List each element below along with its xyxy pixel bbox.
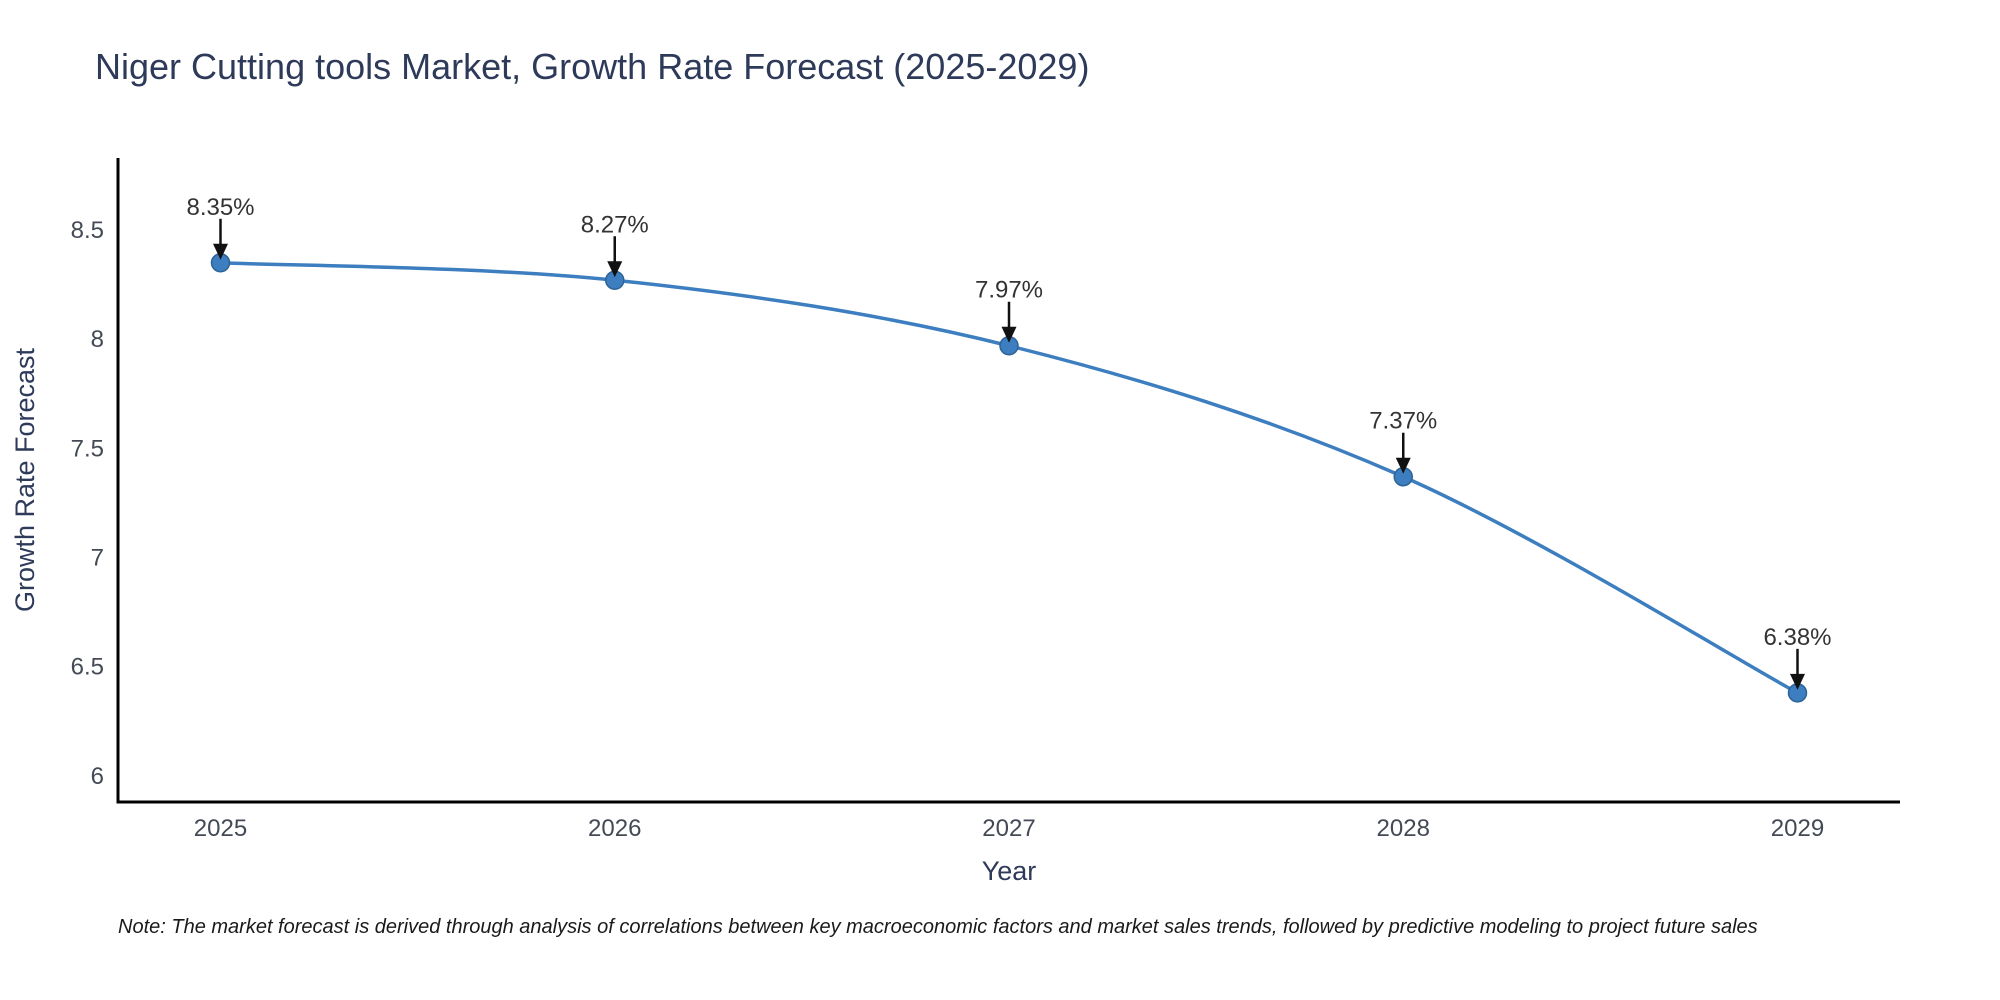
y-tick-label: 7 (91, 544, 104, 571)
annotation-arrowhead (1789, 673, 1805, 690)
x-tick-label: 2029 (1771, 815, 1824, 842)
point-annotation-label: 7.97% (975, 277, 1043, 304)
annotation-arrowhead (213, 243, 229, 260)
point-annotation-label: 8.27% (581, 211, 649, 238)
x-axis-title: Year (982, 856, 1037, 886)
x-tick-label: 2028 (1377, 815, 1430, 842)
y-tick-label: 7.5 (71, 435, 104, 462)
x-tick-label: 2027 (982, 815, 1035, 842)
point-annotation-label: 7.37% (1369, 408, 1437, 435)
point-annotation-label: 8.35% (186, 194, 254, 221)
x-tick-label: 2026 (588, 815, 641, 842)
y-tick-label: 6.5 (71, 654, 104, 681)
x-tick-label: 2025 (194, 815, 247, 842)
chart-title: Niger Cutting tools Market, Growth Rate … (95, 46, 1090, 87)
annotation-arrowhead (607, 261, 623, 278)
annotation-arrowhead (1001, 326, 1017, 343)
y-axis-title: Growth Rate Forecast (10, 347, 40, 612)
point-annotation-label: 6.38% (1763, 624, 1831, 651)
axis-spines (116, 158, 1900, 804)
y-tick-label: 6 (91, 763, 104, 790)
y-tick-label: 8.5 (71, 217, 104, 244)
chart-footnote: Note: The market forecast is derived thr… (118, 916, 1758, 938)
y-tick-label: 8 (91, 326, 104, 353)
annotation-arrowhead (1395, 457, 1411, 474)
